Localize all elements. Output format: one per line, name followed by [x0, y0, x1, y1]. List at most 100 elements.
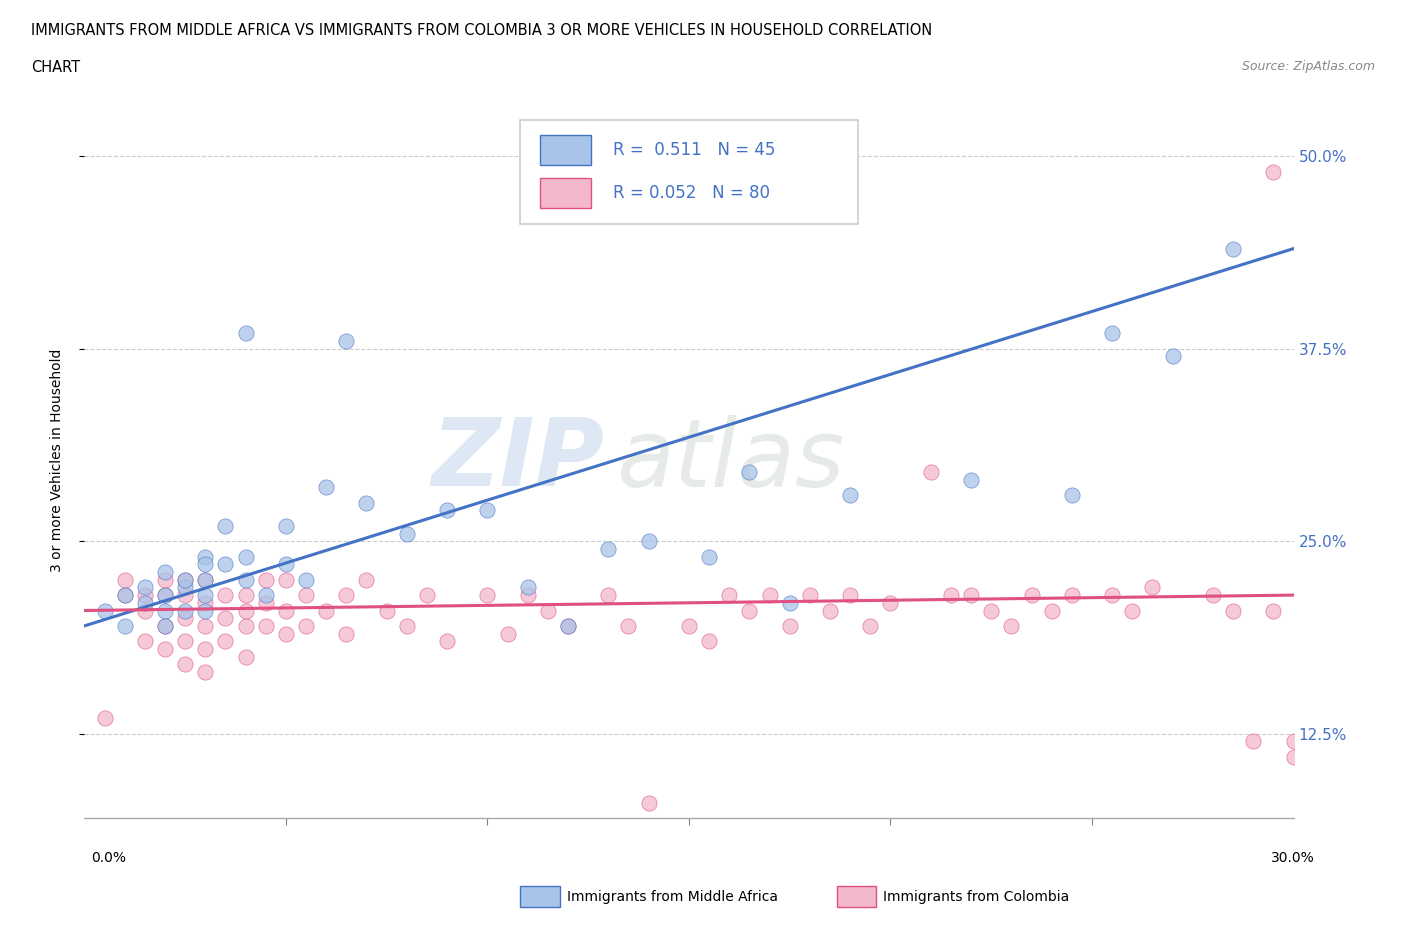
Text: IMMIGRANTS FROM MIDDLE AFRICA VS IMMIGRANTS FROM COLOMBIA 3 OR MORE VEHICLES IN : IMMIGRANTS FROM MIDDLE AFRICA VS IMMIGRA…: [31, 23, 932, 38]
Point: [295, 618, 318, 633]
Point: [697, 634, 720, 649]
Point: [153, 618, 176, 633]
Point: [274, 572, 297, 587]
Point: [174, 572, 197, 587]
Point: [557, 618, 579, 633]
Point: [598, 541, 620, 556]
Point: [93, 711, 115, 725]
Y-axis label: 3 or more Vehicles in Household: 3 or more Vehicles in Household: [49, 349, 63, 572]
Point: [939, 588, 962, 603]
Point: [598, 588, 620, 603]
Point: [436, 503, 458, 518]
Point: [134, 595, 156, 610]
Point: [335, 588, 357, 603]
Point: [960, 588, 983, 603]
Point: [697, 549, 720, 564]
Point: [254, 572, 277, 587]
Point: [516, 580, 538, 595]
Text: Immigrants from Colombia: Immigrants from Colombia: [883, 889, 1069, 904]
Point: [1263, 165, 1285, 179]
Point: [375, 603, 398, 618]
Point: [235, 326, 257, 340]
Text: R =  0.511   N = 45: R = 0.511 N = 45: [613, 140, 775, 158]
Point: [516, 588, 538, 603]
Point: [274, 603, 297, 618]
Text: CHART: CHART: [31, 60, 80, 75]
Point: [174, 603, 197, 618]
Point: [335, 334, 357, 349]
Point: [235, 603, 257, 618]
Point: [114, 588, 136, 603]
Point: [779, 618, 801, 633]
Point: [134, 580, 156, 595]
Point: [1161, 349, 1184, 364]
Point: [1263, 603, 1285, 618]
Point: [254, 588, 277, 603]
Point: [839, 487, 862, 502]
Point: [1021, 588, 1043, 603]
Point: [194, 603, 217, 618]
Point: [153, 618, 176, 633]
Point: [194, 618, 217, 633]
Point: [496, 626, 519, 641]
Point: [477, 588, 499, 603]
Point: [335, 626, 357, 641]
Point: [356, 572, 378, 587]
Point: [153, 572, 176, 587]
Point: [537, 603, 560, 618]
Point: [174, 634, 197, 649]
Text: ZIP: ZIP: [432, 415, 605, 506]
Point: [738, 464, 761, 479]
Point: [114, 588, 136, 603]
Point: [93, 603, 115, 618]
Point: [274, 557, 297, 572]
Text: R = 0.052   N = 80: R = 0.052 N = 80: [613, 183, 769, 202]
Point: [214, 611, 236, 626]
FancyBboxPatch shape: [520, 120, 858, 224]
Point: [799, 588, 821, 603]
Point: [1000, 618, 1022, 633]
Point: [194, 549, 217, 564]
Point: [758, 588, 780, 603]
Point: [1040, 603, 1063, 618]
Point: [114, 572, 136, 587]
Point: [134, 588, 156, 603]
Point: [153, 588, 176, 603]
Point: [254, 595, 277, 610]
Point: [1060, 588, 1083, 603]
Point: [960, 472, 983, 487]
Point: [416, 588, 439, 603]
Point: [214, 634, 236, 649]
Point: [174, 611, 197, 626]
Point: [738, 603, 761, 618]
Point: [1101, 326, 1123, 340]
Point: [477, 503, 499, 518]
Point: [1202, 588, 1225, 603]
Point: [194, 595, 217, 610]
Point: [114, 618, 136, 633]
Bar: [540, 179, 591, 208]
Point: [174, 572, 197, 587]
Point: [194, 572, 217, 587]
Point: [153, 565, 176, 579]
Point: [315, 480, 337, 495]
Point: [395, 526, 418, 541]
Point: [1142, 580, 1164, 595]
Point: [274, 626, 297, 641]
Point: [134, 634, 156, 649]
Point: [235, 618, 257, 633]
Point: [214, 557, 236, 572]
Text: 30.0%: 30.0%: [1271, 851, 1315, 865]
Point: [1282, 734, 1305, 749]
Point: [1222, 241, 1244, 256]
Bar: [540, 135, 591, 166]
Point: [295, 572, 318, 587]
Point: [295, 588, 318, 603]
Text: 0.0%: 0.0%: [91, 851, 127, 865]
Point: [153, 642, 176, 657]
Point: [356, 496, 378, 511]
Point: [214, 588, 236, 603]
Text: Immigrants from Middle Africa: Immigrants from Middle Africa: [567, 889, 778, 904]
Point: [194, 665, 217, 680]
Point: [174, 657, 197, 671]
